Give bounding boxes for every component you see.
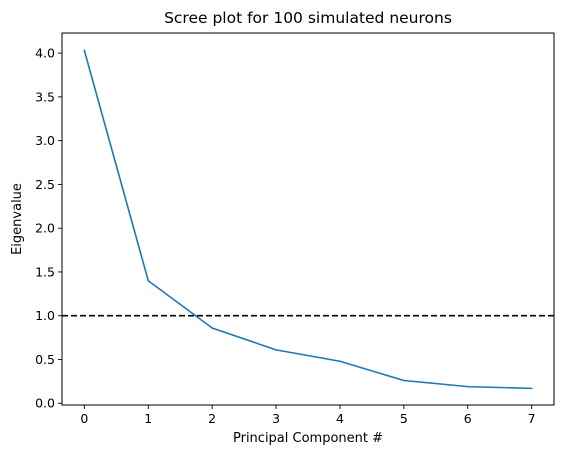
y-tick-label: 0.0 — [35, 396, 55, 411]
x-tick-label: 5 — [400, 411, 408, 426]
data-point — [275, 348, 277, 351]
x-tick-label: 3 — [272, 411, 280, 426]
y-tick-label: 4.0 — [35, 46, 55, 61]
y-tick-label: 0.5 — [35, 352, 55, 367]
plot-area — [62, 49, 554, 390]
x-tick-label: 6 — [464, 411, 472, 426]
y-tick-label: 3.0 — [35, 133, 55, 148]
plot-frame — [61, 32, 555, 406]
data-point — [402, 379, 405, 382]
x-tick-label: 4 — [336, 411, 344, 426]
x-tick-label: 1 — [144, 411, 152, 426]
data-point — [147, 279, 150, 282]
series-line — [83, 50, 532, 390]
y-axis-title: Eigenvalue — [10, 183, 25, 255]
x-tick-label: 7 — [528, 411, 536, 426]
data-point — [339, 360, 341, 363]
chart-title: Scree plot for 100 simulated neurons — [164, 9, 452, 27]
x-tick-label: 0 — [80, 411, 88, 426]
y-tick-label: 3.5 — [35, 89, 55, 104]
x-tick-label: 2 — [208, 411, 216, 426]
y-axis: 0.0 0.5 1.0 1.5 2.0 2.5 3.0 3.5 4.0 — [35, 46, 62, 411]
y-tick-label: 2.0 — [35, 221, 55, 236]
y-tick-label: 1.0 — [35, 308, 55, 323]
data-point — [211, 327, 214, 329]
x-axis-title: Principal Component # — [233, 431, 383, 446]
x-axis: 0 1 2 3 4 5 6 7 — [80, 405, 536, 426]
y-tick-label: 1.5 — [35, 264, 55, 279]
y-tick-label: 2.5 — [35, 177, 55, 192]
data-point — [466, 385, 469, 388]
data-point — [83, 49, 86, 52]
data-point — [530, 387, 533, 390]
